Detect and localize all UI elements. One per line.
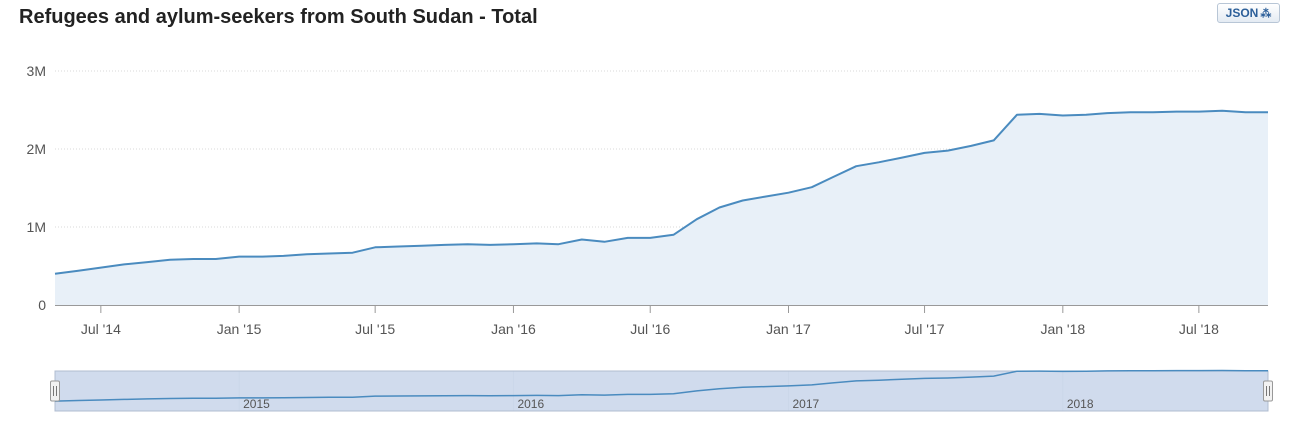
y-tick-label: 2M xyxy=(27,141,46,157)
navigator-year-label: 2016 xyxy=(517,397,544,411)
x-tick-label: Jan '16 xyxy=(491,321,536,337)
x-axis-ticks: Jul '14 Jan '15 Jul '15 Jan '16 Jul '16 Jan '… xyxy=(81,305,1219,337)
navigator[interactable]: 2015 2016 2017 2018 xyxy=(50,369,1273,412)
chart-title: Refugees and aylum-seekers from South Su… xyxy=(19,6,538,28)
rss-feed-icon: ⁂ xyxy=(1260,7,1272,20)
x-tick-label: Jul '16 xyxy=(630,321,670,337)
x-tick-label: Jul '14 xyxy=(81,321,121,337)
x-tick-label: Jul '17 xyxy=(905,321,945,337)
navigator-left-handle[interactable] xyxy=(50,380,60,402)
x-tick-label: Jan '18 xyxy=(1040,321,1085,337)
navigator-right-handle[interactable] xyxy=(1263,380,1273,402)
json-export-button[interactable]: JSON ⁂ xyxy=(1217,3,1280,23)
y-tick-label: 1M xyxy=(27,219,46,235)
y-tick-label: 0 xyxy=(38,297,46,313)
json-button-label: JSON xyxy=(1225,6,1259,20)
series-area xyxy=(55,110,1268,305)
y-gridlines xyxy=(55,70,1268,228)
navigator-year-label: 2017 xyxy=(793,397,820,411)
y-tick-label: 3M xyxy=(27,63,46,79)
navigator-labels: 2015 2016 2017 2018 xyxy=(243,397,1094,411)
x-tick-label: Jul '15 xyxy=(355,321,395,337)
x-tick-label: Jan '17 xyxy=(766,321,811,337)
series-line xyxy=(54,109,1268,275)
x-tick-label: Jan '15 xyxy=(217,321,262,337)
navigator-year-label: 2015 xyxy=(243,397,270,411)
navigator-series-line xyxy=(54,369,1268,402)
x-tick-label: Jul '18 xyxy=(1179,321,1219,337)
navigator-year-label: 2018 xyxy=(1067,397,1094,411)
y-axis-ticks: 0 1M 2M 3M xyxy=(27,63,47,313)
